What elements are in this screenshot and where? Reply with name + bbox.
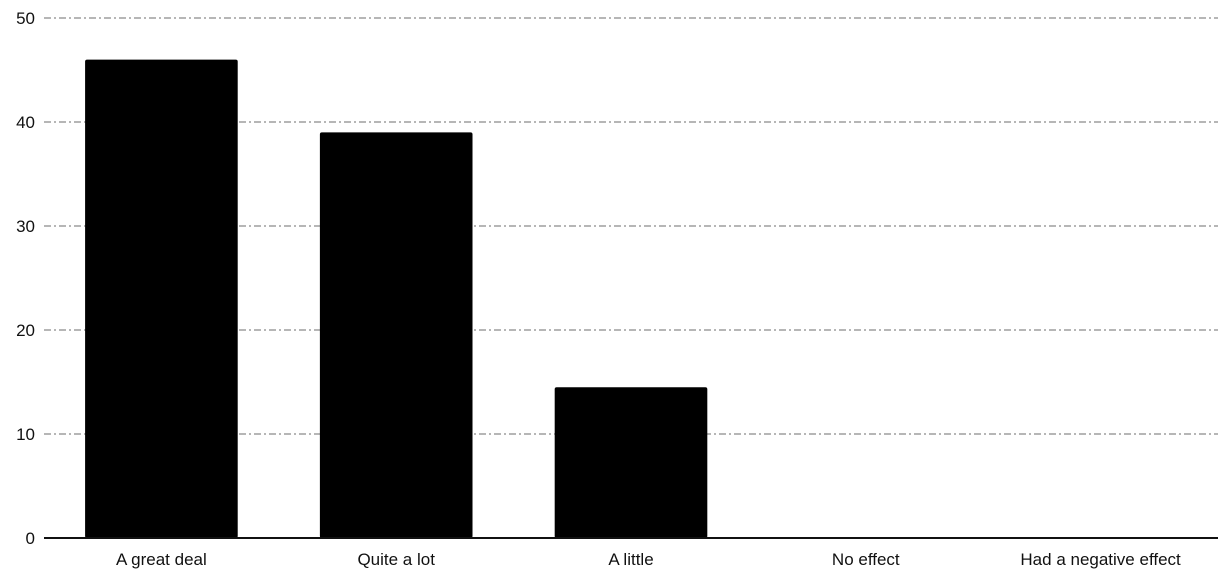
grid-layer [44, 17, 1218, 435]
y-tick-label: 40 [16, 113, 35, 132]
x-tick-label: No effect [832, 550, 900, 569]
y-tick-label: 0 [26, 529, 35, 548]
x-tick-label: Quite a lot [357, 550, 435, 569]
bar-1 [319, 132, 473, 538]
bar-2 [554, 387, 708, 538]
bar-layer [85, 59, 708, 538]
bar-0 [85, 59, 238, 538]
y-tick-label: 10 [16, 425, 35, 444]
x-tick-label: A little [608, 550, 653, 569]
x-tick-label: A great deal [116, 550, 207, 569]
label-layer: 0 10 20 30 40 50 A great deal Quite a lot A litt… [16, 9, 1181, 569]
y-tick-label: 20 [16, 321, 35, 340]
y-tick-label: 50 [16, 9, 35, 28]
y-tick-label: 30 [16, 217, 35, 236]
x-tick-label: Had a negative effect [1020, 550, 1181, 569]
